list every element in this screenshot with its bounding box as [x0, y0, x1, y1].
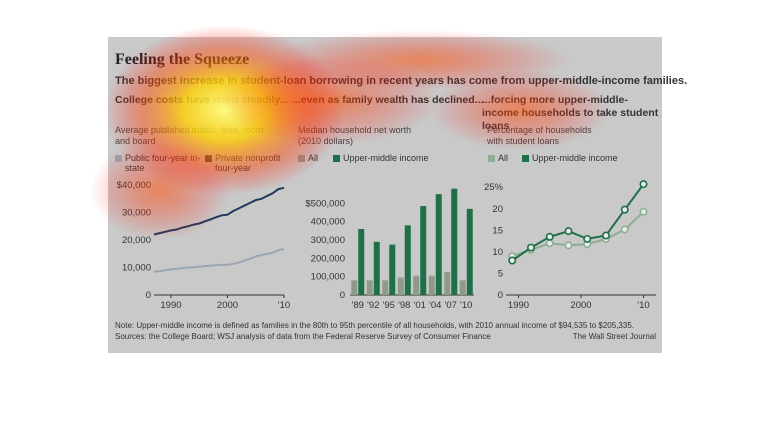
x-tick-label: 2000: [570, 300, 591, 311]
credit: The Wall Street Journal: [572, 332, 656, 341]
networth-sublabel: Median household net worth (2010 dollars…: [298, 125, 412, 146]
y-tick-label: 400,000: [311, 217, 345, 228]
y-tick-label: 0: [146, 290, 151, 301]
legend-private: Private nonprofit four-year: [215, 153, 281, 173]
data-point-all: [639, 207, 648, 216]
bar-upper-middle: [420, 206, 427, 295]
bar-upper-middle: [466, 208, 473, 295]
y-tick-label: 100,000: [311, 272, 345, 283]
legend-swatch-all-loans: [488, 155, 495, 162]
x-tick-label: '92: [367, 300, 379, 311]
sources: Sources: the College Board; WSJ analysis…: [115, 332, 491, 341]
networth-heading: ...even as family wealth has declined...: [292, 94, 484, 106]
data-point-upper-middle: [639, 180, 648, 189]
x-tick-label: '98: [398, 300, 410, 311]
bar-all: [459, 280, 466, 295]
x-tick-label: '10: [278, 300, 290, 311]
data-point-upper-middle: [620, 205, 629, 214]
bar-all: [397, 277, 404, 295]
y-tick-label: 25%: [484, 182, 504, 193]
legend-swatch-private: [205, 155, 212, 162]
y-tick-label: 300,000: [311, 235, 345, 246]
loans-sublabel: Percentage of households with student lo…: [487, 125, 592, 146]
legend-swatch-um-networth: [333, 155, 340, 162]
legend-um-networth: Upper-middle income: [343, 153, 429, 163]
data-point-all: [545, 239, 554, 248]
series-line-private: [153, 186, 285, 236]
legend-swatch-public: [115, 155, 122, 162]
legend-swatch-um-loans: [522, 155, 529, 162]
y-tick-label: 10: [492, 247, 503, 258]
x-tick-label: '89: [352, 300, 364, 311]
legend-all-loans: All: [498, 153, 509, 163]
x-tick-label: '04: [429, 300, 441, 311]
x-tick-label: '01: [414, 300, 426, 311]
legend-all-networth: All: [308, 153, 319, 163]
data-point-all: [620, 225, 629, 234]
bar-upper-middle: [435, 194, 442, 295]
tuition-sublabel: Average published tuition, fees, room an…: [115, 125, 264, 146]
data-point-upper-middle: [602, 231, 611, 240]
x-tick-label: 2000: [217, 300, 238, 311]
footnote: Note: Upper-middle income is defined as …: [115, 321, 634, 330]
tuition-line-chart: $40,000 30,000 20,000 10,000 0 1990 2000 '10: [117, 180, 291, 311]
x-tick-label: '10: [460, 300, 472, 311]
data-point-upper-middle: [564, 227, 573, 236]
bar-all: [444, 272, 451, 295]
loans-line-chart: 25% 20 15 10 5 0 1990 2000 '10: [484, 180, 656, 311]
bar-all: [413, 275, 420, 295]
x-tick-label: 1990: [160, 300, 181, 311]
data-point-upper-middle: [545, 232, 554, 241]
networth-bar-chart: $500,000 400,000 300,000 200,000 100,000 0 '89…: [305, 188, 474, 311]
y-tick-label: 0: [340, 290, 345, 301]
x-tick-label: '95: [383, 300, 395, 311]
y-tick-label: 20: [492, 204, 503, 215]
chart-title: Feeling the Squeeze: [115, 51, 250, 68]
chart-card: Feeling the Squeeze The biggest increase…: [108, 37, 687, 353]
y-tick-label: 200,000: [311, 253, 345, 264]
data-point-upper-middle: [508, 256, 517, 265]
y-tick-label: 5: [498, 268, 503, 279]
y-tick-label: 10,000: [122, 263, 151, 274]
bar-all: [428, 275, 435, 295]
bar-upper-middle: [358, 229, 365, 295]
legend-swatch-all-networth: [298, 155, 305, 162]
bar-all: [366, 280, 373, 295]
data-point-upper-middle: [526, 243, 535, 252]
bar-all: [382, 280, 389, 295]
y-tick-label: 20,000: [122, 235, 151, 246]
data-point-all: [564, 241, 573, 250]
bar-upper-middle: [404, 225, 411, 295]
legend-um-loans: Upper-middle income: [532, 153, 618, 163]
data-point-upper-middle: [583, 234, 592, 243]
x-tick-label: '10: [637, 300, 649, 311]
y-tick-label: 15: [492, 225, 503, 236]
series-line-public: [153, 247, 285, 273]
bar-all: [351, 280, 358, 295]
bar-upper-middle: [373, 241, 380, 295]
chart-subtitle: The biggest increase in student-loan bor…: [115, 75, 688, 87]
legend-public: Public four-year in-state: [125, 153, 201, 173]
y-tick-label: $500,000: [305, 198, 345, 209]
y-tick-label: 30,000: [122, 208, 151, 219]
y-tick-label: 0: [498, 290, 503, 301]
x-tick-label: 1990: [508, 300, 529, 311]
bar-upper-middle: [389, 244, 396, 295]
bar-upper-middle: [451, 188, 458, 295]
x-tick-label: '07: [445, 300, 457, 311]
tuition-heading: College costs have risen steadily...: [115, 94, 289, 106]
y-tick-label: $40,000: [117, 180, 151, 191]
